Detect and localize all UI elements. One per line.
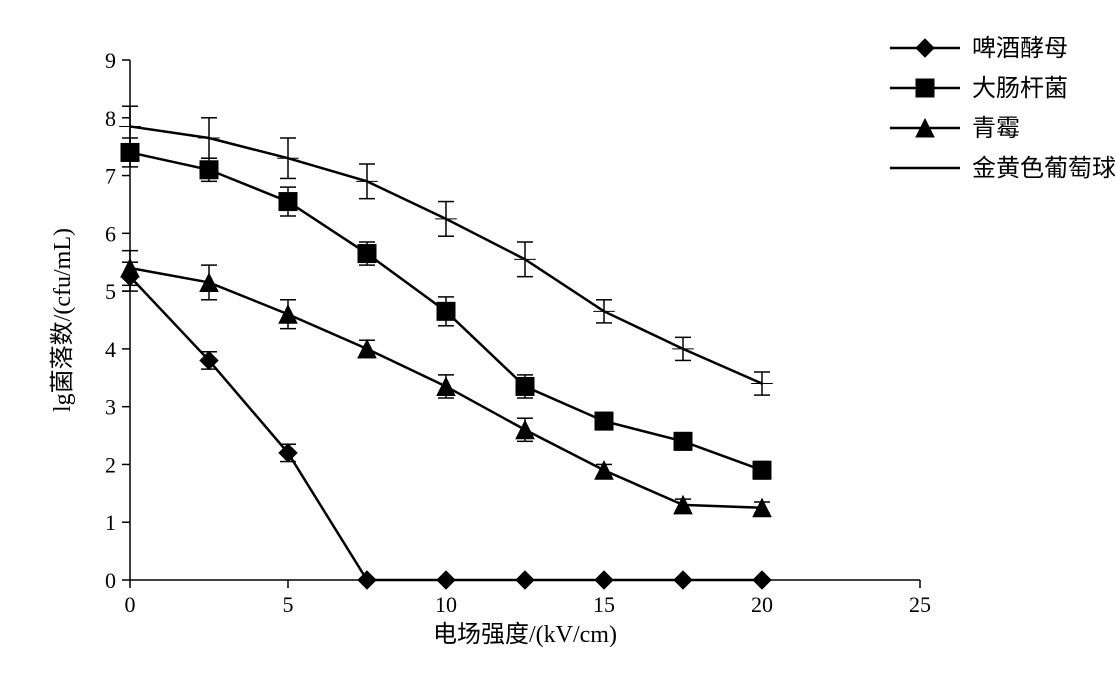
marker-square [437, 302, 455, 320]
chart-container: 0 1 2 3 4 5 6 7 8 9 0 5 10 15 20 25 电场强度/(kV/cm) lg菌落数/(c… [20, 20, 1116, 667]
x-tick-label: 0 [125, 592, 136, 617]
y-tick-label: 8 [105, 106, 116, 131]
legend-label: 啤酒酵母 [972, 35, 1068, 62]
y-tick-label: 7 [105, 164, 116, 189]
legend-label: 大肠杆菌 [972, 75, 1068, 102]
y-tick-label: 2 [105, 452, 116, 477]
x-tick-label: 25 [909, 592, 931, 617]
legend-label: 青霉 [972, 115, 1020, 142]
y-tick-label: 1 [105, 510, 116, 535]
y-tick-label: 0 [105, 568, 116, 593]
y-axis-title: lg菌落数/(cfu/mL) [49, 228, 76, 412]
y-tick-label: 6 [105, 221, 116, 246]
y-tick-label: 9 [105, 48, 116, 73]
y-tick-label: 5 [105, 279, 116, 304]
x-tick-label: 5 [283, 592, 294, 617]
x-tick-label: 10 [435, 592, 457, 617]
y-tick-label: 3 [105, 395, 116, 420]
x-tick-label: 20 [751, 592, 773, 617]
marker-square [595, 412, 613, 430]
chart-bg [20, 20, 1116, 667]
chart-svg: 0 1 2 3 4 5 6 7 8 9 0 5 10 15 20 25 电场强度/(kV/cm) lg菌落数/(c… [20, 20, 1116, 667]
marker-square [674, 432, 692, 450]
x-tick-label: 15 [593, 592, 615, 617]
legend-label: 金黄色葡萄球菌 [972, 155, 1116, 182]
legend-marker [916, 79, 934, 97]
marker-square [358, 245, 376, 263]
marker-square [279, 193, 297, 211]
x-axis-title: 电场强度/(kV/cm) [433, 621, 617, 648]
marker-square [753, 461, 771, 479]
marker-square [200, 161, 218, 179]
marker-square [516, 377, 534, 395]
y-tick-label: 4 [105, 337, 116, 362]
